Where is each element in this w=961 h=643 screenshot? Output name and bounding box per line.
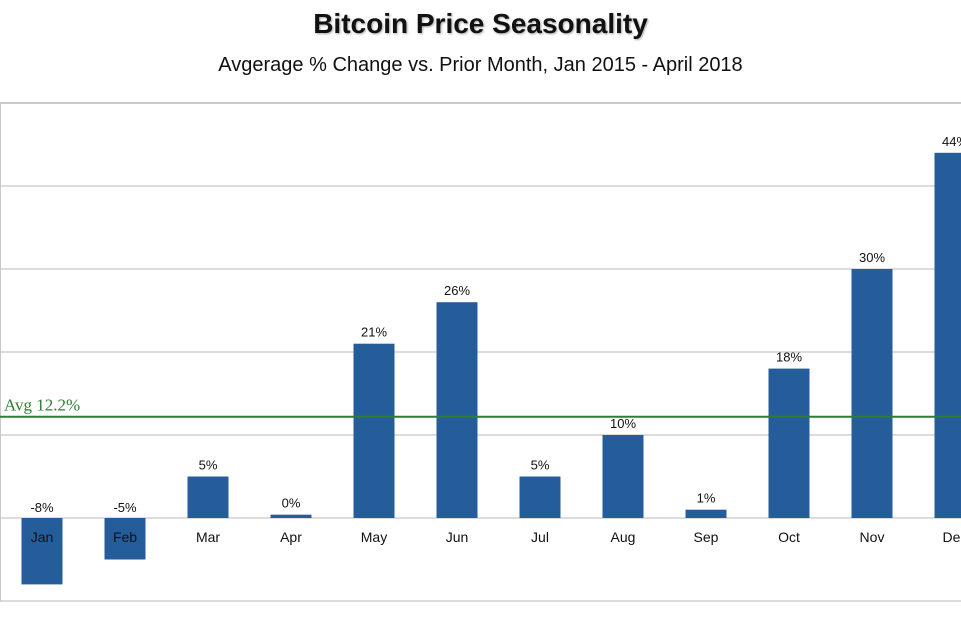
data-label-apr: 0% — [282, 496, 301, 511]
data-label-jun: 26% — [444, 283, 470, 298]
x-tick-aug: Aug — [611, 529, 636, 545]
x-tick-jul: Jul — [531, 529, 549, 545]
data-label-aug: 10% — [610, 416, 636, 431]
bar-jun — [436, 302, 478, 518]
data-label-feb: -5% — [113, 500, 137, 515]
bar-jan — [21, 518, 63, 585]
bar-feb — [104, 518, 146, 560]
x-tick-jun: Jun — [446, 529, 469, 545]
bar-nov — [851, 269, 893, 518]
data-label-jan: -8% — [30, 500, 54, 515]
bar-mar — [187, 476, 229, 518]
x-tick-nov: Nov — [860, 529, 885, 545]
bar-aug — [602, 435, 644, 518]
average-line-label: Avg 12.2% — [4, 396, 80, 415]
data-label-nov: 30% — [859, 250, 885, 265]
bar-apr — [270, 514, 312, 518]
x-tick-labels: Jan Feb Mar Apr May Jun Jul Aug Sep Oct Nov Dec — [31, 529, 961, 545]
x-tick-oct: Oct — [778, 529, 800, 545]
bar-sep — [685, 509, 727, 518]
x-tick-may: May — [361, 529, 387, 545]
data-label-jul: 5% — [531, 458, 550, 473]
x-tick-mar: Mar — [196, 529, 220, 545]
data-labels: -8% -5% 5% 0% 21% 26% 5% 10% 1% 18% 30% 44% — [30, 134, 961, 515]
chart-title: Bitcoin Price Seasonality — [313, 8, 648, 39]
chart-subtitle: Avgerage % Change vs. Prior Month, Jan 2… — [218, 54, 743, 76]
data-label-dec: 44% — [942, 134, 961, 149]
x-tick-apr: Apr — [280, 529, 302, 545]
bars — [21, 152, 961, 585]
data-label-oct: 18% — [776, 350, 802, 365]
x-tick-jan: Jan — [31, 529, 54, 545]
data-label-may: 21% — [361, 325, 387, 340]
gridlines — [0, 102, 961, 602]
average-line-group: Avg 12.2% — [0, 396, 961, 418]
data-label-mar: 5% — [199, 458, 218, 473]
bar-jul — [519, 476, 561, 518]
data-label-sep: 1% — [697, 491, 716, 506]
x-tick-sep: Sep — [694, 529, 719, 545]
bar-dec — [934, 152, 961, 519]
bar-may — [353, 343, 395, 518]
bar-oct — [768, 368, 810, 518]
x-tick-dec: Dec — [943, 529, 961, 545]
x-tick-feb: Feb — [113, 529, 137, 545]
